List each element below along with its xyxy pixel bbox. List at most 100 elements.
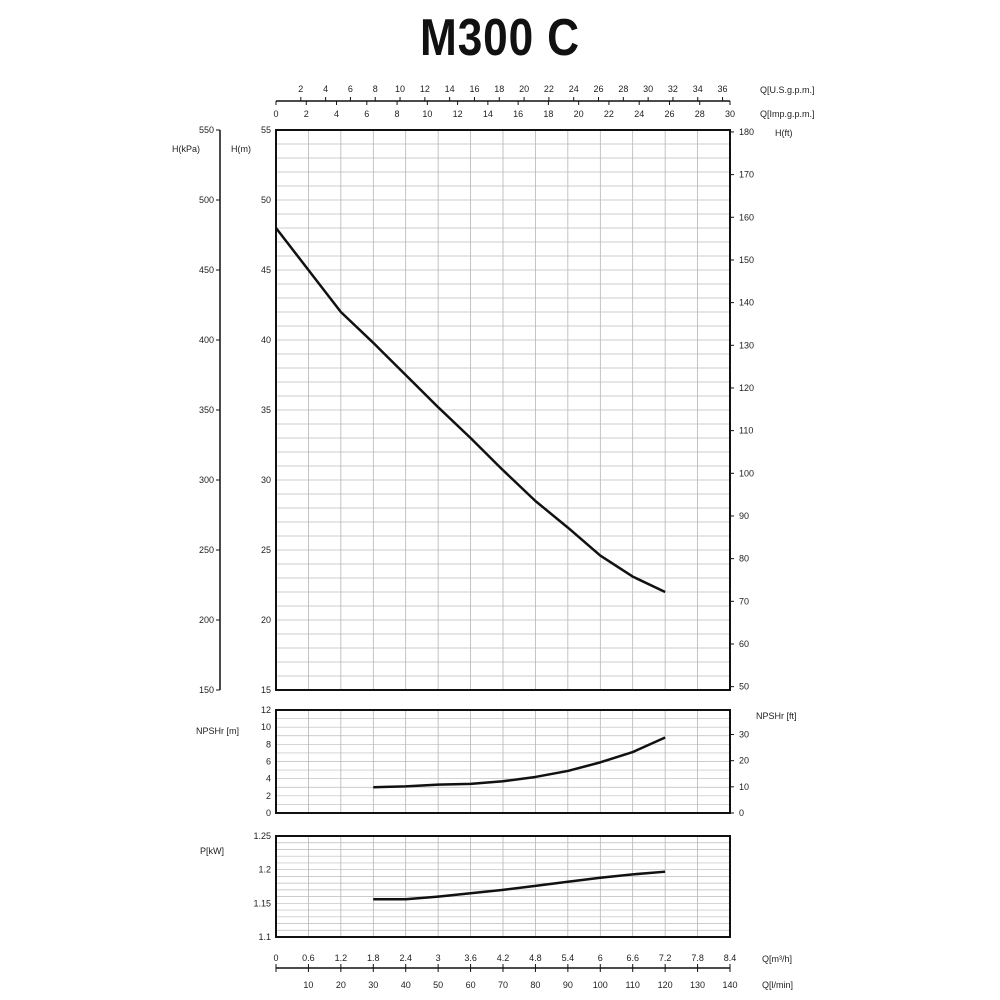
imp-gpm-tick-label: 12 (453, 109, 463, 119)
us-gpm-tick-label: 8 (373, 84, 378, 94)
h-m-tick-label: 50 (261, 195, 271, 205)
imp-gpm-tick-label: 14 (483, 109, 493, 119)
m3h-tick-label: 2.4 (399, 953, 412, 963)
lmin-tick-label: 70 (498, 980, 508, 990)
kpa-tick-label: 300 (199, 475, 214, 485)
us-gpm-tick-label: 12 (420, 84, 430, 94)
kpa-tick-label: 400 (199, 335, 214, 345)
npsh-curve (373, 736, 666, 789)
imp-gpm-tick-label: 0 (273, 109, 278, 119)
lmin-tick-label: 130 (690, 980, 705, 990)
imp-gpm-tick-label: 30 (725, 109, 735, 119)
m3h-tick-label: 7.2 (659, 953, 672, 963)
imp-gpm-tick-label: 4 (334, 109, 339, 119)
us-gpm-tick-label: 30 (643, 84, 653, 94)
power-curve (373, 870, 666, 901)
lmin-tick-label: 100 (593, 980, 608, 990)
npsh-ft-axis-label: NPSHr [ft] (756, 711, 797, 721)
kpa-tick-label: 200 (199, 615, 214, 625)
ft-tick-label: 160 (739, 212, 754, 222)
ft-tick-label: 100 (739, 468, 754, 478)
npsh-m-tick-label: 2 (266, 791, 271, 801)
npsh-axis-label: NPSHr [m] (196, 726, 239, 736)
us-gpm-tick-label: 24 (569, 84, 579, 94)
us-gpm-tick-label: 14 (445, 84, 455, 94)
m3h-tick-label: 6.6 (626, 953, 639, 963)
m3h-tick-label: 0.6 (302, 953, 315, 963)
imp-gpm-axis-label: Q[Imp.g.p.m.] (760, 109, 815, 119)
lmin-tick-label: 50 (433, 980, 443, 990)
lmin-axis-label: Q[l/min] (762, 980, 793, 990)
lmin-tick-label: 20 (336, 980, 346, 990)
imp-gpm-tick-label: 2 (304, 109, 309, 119)
m3h-tick-label: 8.4 (724, 953, 737, 963)
ft-tick-label: 120 (739, 383, 754, 393)
imp-gpm-tick-label: 16 (513, 109, 523, 119)
ft-tick-label: 180 (739, 127, 754, 137)
us-gpm-tick-label: 28 (618, 84, 628, 94)
power-tick-label: 1.15 (253, 898, 271, 908)
npsh-m-tick-label: 8 (266, 739, 271, 749)
us-gpm-tick-label: 16 (469, 84, 479, 94)
npsh-plot-frame (275, 709, 731, 814)
kpa-tick-label: 550 (199, 125, 214, 135)
us-gpm-tick-label: 4 (323, 84, 328, 94)
npsh-ft-tick-label: 20 (739, 756, 749, 766)
imp-gpm-tick-label: 22 (604, 109, 614, 119)
h-m-tick-label: 35 (261, 405, 271, 415)
m3h-tick-label: 1.8 (367, 953, 380, 963)
npsh-m-tick-label: 4 (266, 774, 271, 784)
ft-tick-label: 150 (739, 255, 754, 265)
imp-gpm-tick-label: 6 (364, 109, 369, 119)
m3h-tick-label: 3 (436, 953, 441, 963)
m3h-tick-label: 6 (598, 953, 603, 963)
lmin-tick-label: 140 (722, 980, 737, 990)
kpa-tick-label: 500 (199, 195, 214, 205)
ft-tick-label: 50 (739, 682, 749, 692)
m3h-tick-label: 5.4 (562, 953, 575, 963)
power-axis-label: P[kW] (200, 846, 224, 856)
npsh-m-tick-label: 10 (261, 722, 271, 732)
lmin-tick-label: 110 (626, 980, 640, 990)
m3h-tick-label: 1.2 (335, 953, 348, 963)
ft-tick-label: 130 (739, 340, 754, 350)
us-gpm-tick-label: 34 (693, 84, 703, 94)
imp-gpm-tick-label: 28 (695, 109, 705, 119)
npsh-ft-tick-label: 10 (739, 782, 749, 792)
imp-gpm-tick-label: 10 (422, 109, 432, 119)
ft-tick-label: 110 (739, 426, 753, 436)
npsh-ft-tick-label: 0 (739, 808, 744, 818)
lmin-tick-label: 80 (530, 980, 540, 990)
h-m-tick-label: 25 (261, 545, 271, 555)
m3h-axis-label: Q[m³/h] (762, 954, 792, 964)
h-m-tick-label: 45 (261, 265, 271, 275)
lmin-tick-label: 120 (658, 980, 673, 990)
us-gpm-tick-label: 32 (668, 84, 678, 94)
us-gpm-axis-label: Q[U.S.g.p.m.] (760, 85, 815, 95)
lmin-tick-label: 10 (303, 980, 313, 990)
imp-gpm-tick-label: 8 (395, 109, 400, 119)
power-tick-label: 1.2 (258, 865, 271, 875)
head-plot-frame (275, 129, 731, 691)
power-tick-label: 1.1 (258, 932, 271, 942)
ft-axis-label: H(ft) (775, 128, 793, 138)
imp-gpm-tick-label: 26 (664, 109, 674, 119)
m3h-tick-label: 3.6 (464, 953, 477, 963)
m3h-tick-label: 7.8 (691, 953, 704, 963)
lmin-tick-label: 60 (466, 980, 476, 990)
m3h-tick-label: 0 (273, 953, 278, 963)
kpa-axis-label: H(kPa) (172, 144, 200, 154)
m3h-tick-label: 4.2 (497, 953, 510, 963)
imp-gpm-tick-label: 24 (634, 109, 644, 119)
m-axis-label: H(m) (231, 144, 251, 154)
us-gpm-tick-label: 18 (494, 84, 504, 94)
lmin-tick-label: 30 (368, 980, 378, 990)
ft-tick-label: 60 (739, 639, 749, 649)
npsh-m-tick-label: 0 (266, 808, 271, 818)
lmin-tick-label: 90 (563, 980, 573, 990)
us-gpm-tick-label: 36 (718, 84, 728, 94)
us-gpm-tick-label: 22 (544, 84, 554, 94)
us-gpm-tick-label: 6 (348, 84, 353, 94)
chart-title: M300 C (420, 9, 580, 67)
